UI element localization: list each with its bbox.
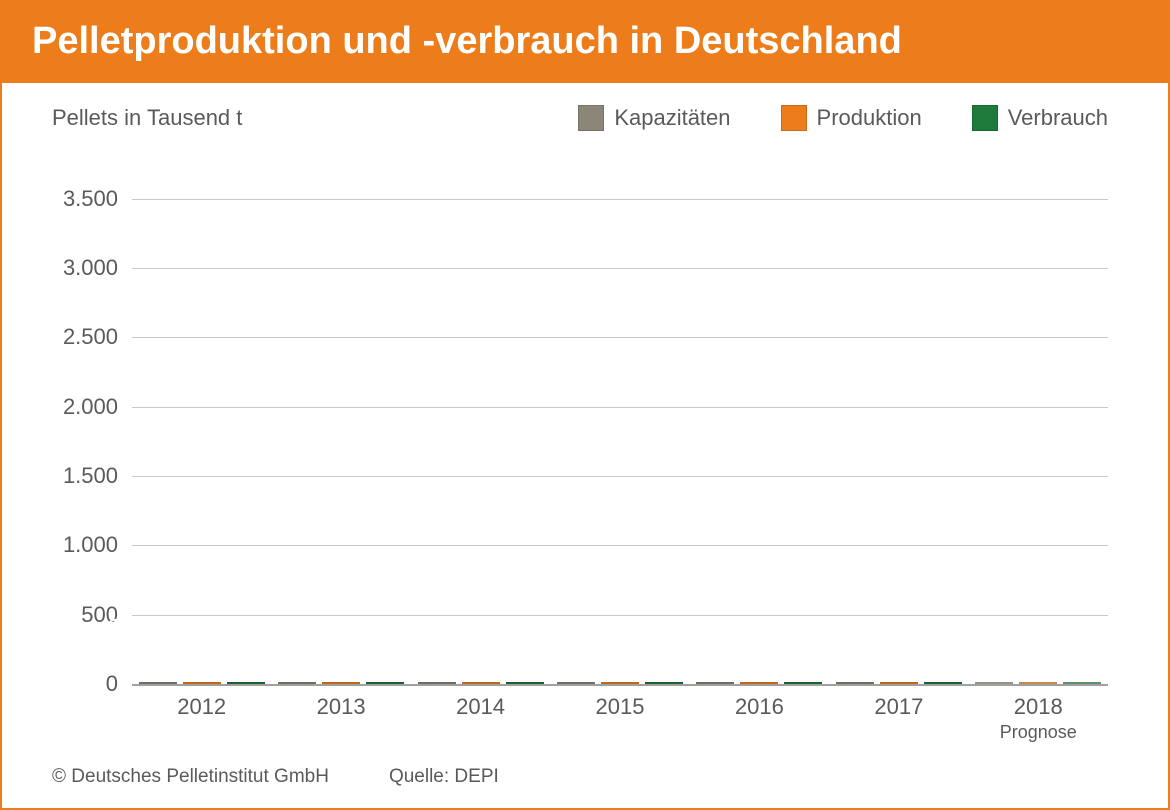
bar-value-label: 3.200: [383, 618, 409, 673]
gridline: [132, 615, 1108, 616]
bar-value-label: 2.200: [148, 618, 174, 673]
legend-swatch: [781, 105, 807, 131]
bar-value-label: 2.000: [332, 618, 358, 673]
bar-ver: 2.000: [366, 682, 404, 684]
bar-value-label: 2.250: [845, 618, 871, 673]
gridline: [132, 476, 1108, 477]
x-tick-label: 2017: [874, 684, 923, 720]
legend-item-kap: Kapazitäten: [578, 105, 730, 131]
chart-area: 05001.0001.5002.0002.5003.0003.5003.1002…: [52, 149, 1118, 766]
source-text: Quelle: DEPI: [389, 766, 499, 788]
legend-swatch: [578, 105, 604, 131]
bar-kap: 3.500: [836, 682, 874, 684]
gridline: [132, 407, 1108, 408]
bar-ver: 1.800: [506, 682, 544, 684]
bar-kap: 3.200: [557, 682, 595, 684]
x-tick-label: 2012: [177, 684, 226, 720]
bar-value-label: 1.800: [471, 618, 497, 673]
bar-value-label: 2.000: [750, 618, 776, 673]
bar-value-label: 3.100: [104, 618, 130, 673]
bar-value-label: 3.600: [941, 618, 967, 673]
x-tick-label: 2018Prognose: [1000, 684, 1077, 743]
bar-value-label: 2.250: [288, 618, 314, 673]
bar-value-label: 3.300: [662, 618, 688, 673]
bar-value-label: 2.000: [566, 618, 592, 673]
legend: Kapazitäten Produktion Verbrauch: [242, 105, 1138, 131]
bar-value-label: 1.850: [610, 618, 636, 673]
y-tick-label: 1.500: [63, 463, 132, 489]
bar-kap: 3.200: [278, 682, 316, 684]
gridline: [132, 199, 1108, 200]
y-tick-label: 3.500: [63, 186, 132, 212]
bar-value-label: 1.700: [192, 618, 218, 673]
legend-label: Verbrauch: [1008, 105, 1108, 131]
y-tick-label: 3.000: [63, 255, 132, 281]
copyright-text: © Deutsches Pelletinstitut GmbH: [52, 766, 329, 788]
legend-label: Kapazitäten: [614, 105, 730, 131]
chart-title: Pelletproduktion und -verbrauch in Deuts…: [2, 2, 1168, 83]
bar-value-label: 2.100: [427, 618, 453, 673]
y-tick-label: 0: [106, 671, 132, 697]
bar-kap: 3.300: [696, 682, 734, 684]
bar-value-label: 3.200: [522, 618, 548, 673]
bar-ver: 2.000: [784, 682, 822, 684]
gridline: [132, 268, 1108, 269]
y-tick-label: 2.500: [63, 324, 132, 350]
legend-swatch: [972, 105, 998, 131]
legend-item-ver: Verbrauch: [972, 105, 1108, 131]
x-tick-label: 2014: [456, 684, 505, 720]
bar-value-label: 2.100: [889, 618, 915, 673]
y-tick-label: 1.000: [63, 532, 132, 558]
gridline: [132, 545, 1108, 546]
chart-container: Pelletproduktion und -verbrauch in Deuts…: [0, 0, 1170, 810]
x-tick-sublabel: Prognose: [1000, 722, 1077, 743]
gridline: [132, 337, 1108, 338]
bar-ver: 2.100: [924, 682, 962, 684]
x-tick-label: 2016: [735, 684, 784, 720]
footer: © Deutsches Pelletinstitut GmbH Quelle: …: [2, 766, 1168, 808]
bar-ver: 1.700: [227, 682, 265, 684]
x-tick-label: 2013: [317, 684, 366, 720]
x-tick-label: 2015: [596, 684, 645, 720]
legend-label: Produktion: [817, 105, 922, 131]
bar-value-label: 1.950: [706, 618, 732, 673]
legend-item-prod: Produktion: [781, 105, 922, 131]
bar-value-label: 3.500: [801, 618, 827, 673]
subheader-row: Pellets in Tausend t Kapazitäten Produkti…: [2, 83, 1168, 139]
y-axis-label: Pellets in Tausend t: [52, 105, 242, 131]
bar-ver: 1.850: [645, 682, 683, 684]
bar-value-label: 2.200: [1029, 618, 1055, 673]
bar-value-label: 3.200: [244, 618, 270, 673]
bar-value-label: 2.300: [985, 618, 1011, 673]
y-tick-label: 2.000: [63, 394, 132, 420]
bar-kap: 3.100: [139, 682, 177, 684]
plot-area: 05001.0001.5002.0002.5003.0003.5003.1002…: [132, 164, 1108, 686]
bar-kap: 3.200: [418, 682, 456, 684]
